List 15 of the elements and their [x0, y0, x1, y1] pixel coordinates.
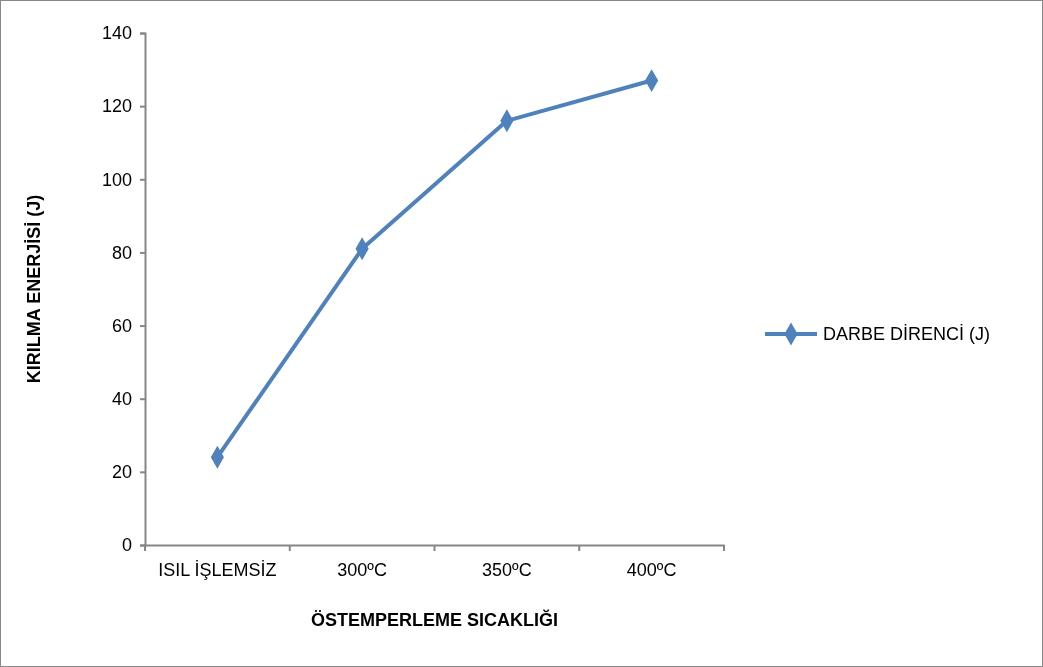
y-tick-label: 20	[111, 462, 132, 483]
y-tick-label: 140	[101, 23, 132, 44]
x-tick-label: ISIL İŞLEMSİZ	[158, 559, 277, 580]
y-tick-label: 60	[111, 315, 132, 336]
y-tick-label: 0	[121, 535, 132, 556]
y-tick-label: 40	[111, 388, 132, 409]
legend-label: DARBE DİRENCİ (J)	[823, 324, 991, 344]
x-axis-title: ÖSTEMPERLEME SICAKLIĞI	[310, 609, 559, 630]
y-tick-label: 120	[101, 96, 132, 117]
x-tick-label: 400ºC	[626, 559, 677, 580]
y-axis-title: KIRILMA ENERJİSİ (J)	[24, 194, 44, 384]
x-tick-label: 300ºC	[337, 559, 387, 580]
y-tick-label: 80	[111, 242, 132, 263]
x-tick-label: 350ºC	[482, 559, 532, 580]
y-tick-label: 100	[101, 169, 132, 190]
